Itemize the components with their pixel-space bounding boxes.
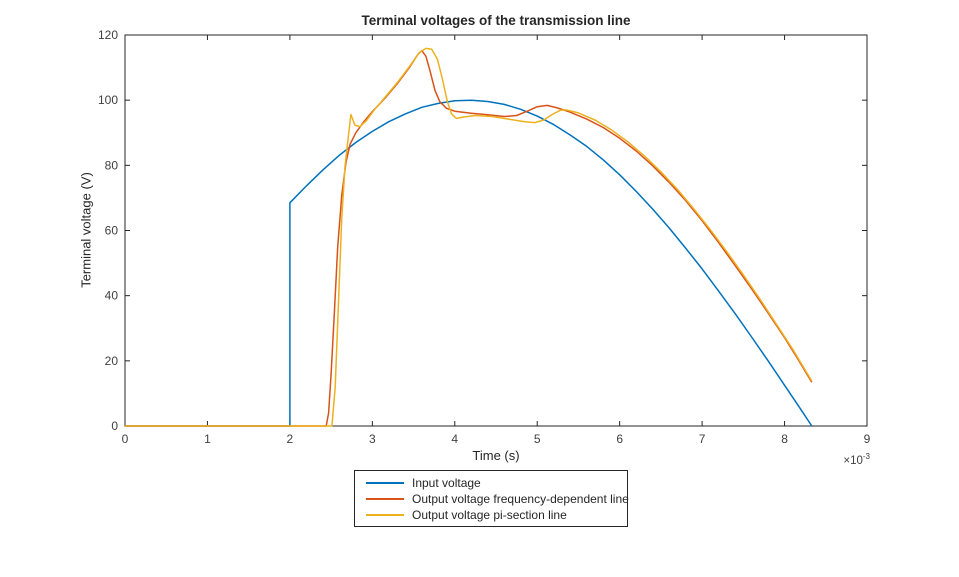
legend-item-input-voltage: Input voltage (355, 475, 627, 491)
chart-title: Terminal voltages of the transmission li… (361, 13, 631, 28)
plot-box (124, 34, 868, 427)
y-axis-tick-label: 80 (105, 158, 119, 172)
series-line-input-voltage (125, 99, 813, 427)
y-axis-tick-label: 120 (98, 28, 118, 42)
series-line-output-voltage-pi-section-line (125, 47, 813, 427)
x-axis-tick-label: 4 (451, 432, 458, 446)
x-axis-label: Time (s) (472, 448, 520, 463)
x-axis-exponent: ×10-3 (815, 452, 870, 467)
y-axis-tick-label: 100 (98, 93, 118, 107)
x-axis-tick-label: 7 (699, 432, 706, 446)
x-axis-tick-label: 3 (369, 432, 376, 446)
y-axis-tick-label: 60 (105, 224, 119, 238)
legend-line-swatch-input-voltage (366, 482, 404, 484)
y-axis-label: Terminal voltage (V) (78, 172, 94, 288)
y-axis-tick-label: 20 (105, 354, 119, 368)
legend-label-input-voltage: Input voltage (412, 476, 481, 490)
x-axis-tick-label: 5 (534, 432, 541, 446)
legend-line-swatch-pi-section-line (366, 514, 404, 516)
legend-item-frequency-dependent-line: Output voltage frequency-dependent line (355, 491, 629, 507)
x-axis-tick-label: 1 (204, 432, 211, 446)
legend-line-swatch-frequency-dependent-line (366, 498, 404, 500)
legend: Input voltage Output voltage frequency-d… (354, 470, 629, 527)
legend-item-pi-section-line: Output voltage pi-section line (355, 507, 627, 523)
legend-label-pi-section-line: Output voltage pi-section line (412, 508, 567, 522)
x-axis-exponent-power: -3 (862, 452, 870, 461)
y-axis-tick-label: 40 (105, 289, 119, 303)
x-axis-tick-label: 8 (781, 432, 788, 446)
x-axis-tick-label: 6 (616, 432, 623, 446)
y-axis-tick-label: 0 (111, 419, 118, 433)
x-axis-exponent-base: ×10 (843, 454, 863, 467)
x-axis-tick-label: 0 (122, 432, 129, 446)
series-line-output-voltage-frequency-dependent-line (125, 49, 813, 427)
legend-label-frequency-dependent-line: Output voltage frequency-dependent line (412, 492, 629, 506)
x-axis-tick-label: 9 (864, 432, 871, 446)
x-axis-tick-label: 2 (287, 432, 294, 446)
